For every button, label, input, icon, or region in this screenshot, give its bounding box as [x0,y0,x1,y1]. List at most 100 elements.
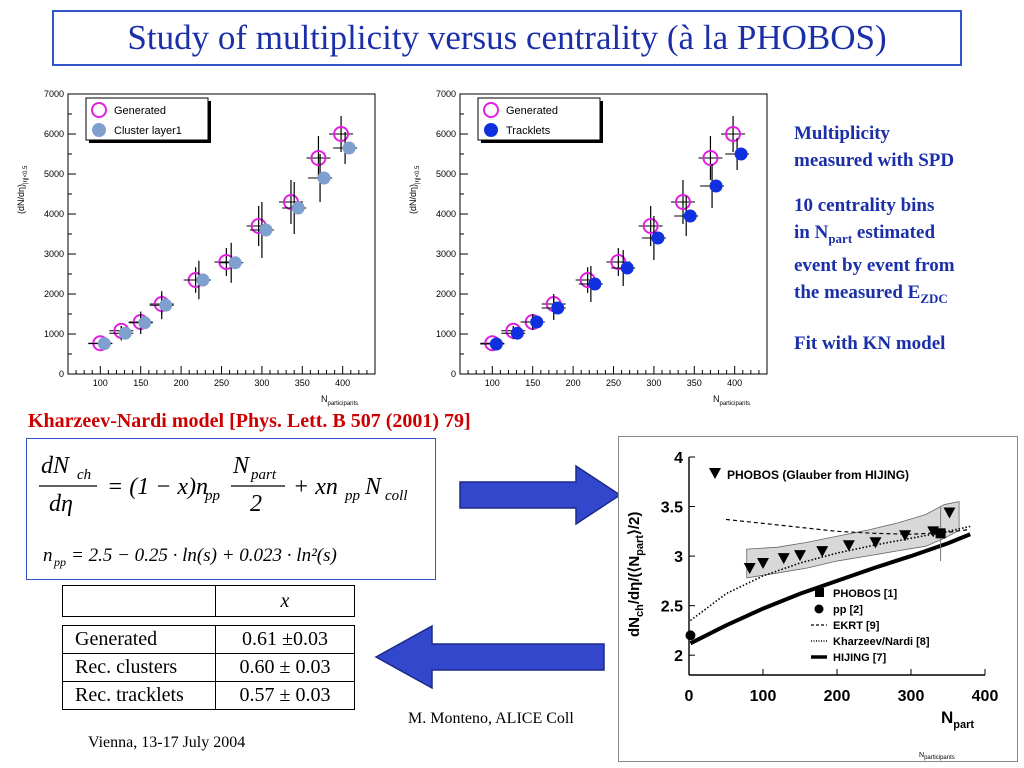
data-point-pp [685,630,696,641]
footer-date: Vienna, 13-17 July 2004 [88,734,246,751]
data-point-reconstructed [551,301,565,315]
y-axis-label: (dN/dη)|η|<0.5 [408,165,421,214]
table-header: x [62,585,355,617]
x-tick-label: 200 [174,378,189,388]
data-point-reconstructed [342,141,356,155]
footer-author: M. Monteno, ALICE Coll [408,710,574,727]
y-tick-label: 7000 [44,89,64,99]
data-point-generated [642,218,659,234]
y-axis-label-part: ch [634,604,646,617]
data-point-reconstructed [259,223,273,237]
y-tick-label: 3.5 [661,500,683,517]
data-point-reconstructed [159,298,173,312]
svg-text:ch: ch [77,467,91,483]
data-point-generated [725,126,742,142]
svg-text:2: 2 [250,491,262,517]
note-line: the measured E [794,281,921,303]
x-axis-caption-sub: participants [924,755,955,761]
row-value: 0.60 ± 0.03 [215,653,355,682]
data-point-reconstructed [317,171,331,185]
data-point-reconstructed [620,261,634,275]
y-axis-label-part: ⟩/2) [626,512,643,535]
legend-label: EKRT [9] [833,620,880,632]
note-line: Fit with KN model [794,332,946,354]
x-tick-label: 200 [824,688,851,705]
data-point-reconstructed [734,147,748,161]
curve-dashed [725,518,971,535]
legend-marker [815,588,824,597]
phobos-comparison-plot: 2 2.5 3 3.5 4 0 100 200 300 400 Npart Nparticipants… [626,450,998,761]
model-reference: Kharzeev-Nardi model [Phys. Lett. B 507 … [28,410,471,432]
note-line: Multiplicity [794,123,891,144]
x-tick-label: 100 [485,378,500,388]
legend-marker [814,604,824,614]
legend-label: HIJING [7] [833,652,887,664]
legend-label: pp [2] [833,604,863,616]
legend-marker [92,123,106,137]
systematic-band [746,501,960,579]
x-tick-label: 400 [335,378,350,388]
legend-marker [709,468,721,479]
y-tick-label: 0 [59,369,64,379]
side-notes: Multiplicity measured with SPD 10 centra… [794,120,1024,375]
legend-box [85,97,209,141]
y-axis-label-part: /dη/(⟨N [626,556,643,604]
legend-marker [484,123,498,137]
svg-text:part: part [250,467,277,483]
x-tick-label: 400 [727,378,742,388]
table-row: Rec. tracklets 0.57 ± 0.03 [62,681,355,710]
page-title: Study of multiplicity versus centrality … [127,18,887,57]
legend-label: PHOBOS (Glauber from HIJING) [727,468,909,482]
y-tick-label: 3000 [44,249,64,259]
data-point-phobos-glauber [816,546,829,558]
y-tick-label: 2.5 [661,599,683,616]
x-tick-label: 250 [214,378,229,388]
y-tick-label: 2 [674,648,683,665]
row-value: 0.57 ± 0.03 [215,681,355,710]
svg-text:= (1 − x)n: = (1 − x)n [107,474,208,500]
y-tick-label: 3 [674,549,683,566]
data-point-phobos [935,528,946,539]
note-subscript: part [828,230,853,246]
data-point-reconstructed [683,209,697,223]
data-point-phobos-glauber [743,562,756,574]
data-point-phobos-glauber [842,540,855,552]
y-tick-label: 5000 [44,169,64,179]
legend-label: Kharzeev/Nardi [8] [833,636,930,648]
y-tick-label: 4000 [436,209,456,219]
y-tick-label: 6000 [436,129,456,139]
data-point-reconstructed [709,179,723,193]
title-box: Study of multiplicity versus centrality … [52,10,962,66]
note-centrality: 10 centrality bins in Npart estimated ev… [794,192,1024,312]
x-tick-label: 350 [687,378,702,388]
y-tick-label: 0 [451,369,456,379]
data-point-phobos-glauber [794,550,806,562]
right-arrow-icon [459,464,622,526]
x-axis-label-sub: participants [720,401,751,407]
data-point-reconstructed [530,315,544,329]
legend-label: Generated [114,105,166,117]
note-line: event by event from [794,254,955,276]
x-axis-label: Npart [941,708,974,731]
y-tick-label: 7000 [436,89,456,99]
x-tick-label: 300 [898,688,925,705]
legend-label: Tracklets [506,125,551,137]
formula-graphic: dN ch dη = (1 − x)n pp N part 2 + xn pp … [39,453,408,569]
y-tick-label: 2000 [436,289,456,299]
y-axis-label-part: part [634,535,646,556]
data-point-reconstructed [138,316,152,330]
data-point-phobos-glauber [777,553,790,565]
note-line: measured with SPD [794,150,955,171]
x-tick-label: 150 [525,378,540,388]
legend-box [477,97,601,141]
data-point-reconstructed [228,256,242,270]
note-line: in N [794,222,829,243]
data-point-generated [310,150,327,166]
x-tick-label: 100 [93,378,108,388]
data-point-reconstructed [510,326,524,340]
legend-label: PHOBOS [1] [833,588,898,600]
data-point-reconstructed [489,337,503,351]
x-axis-caption: Nparticipants [919,752,955,761]
x-tick-label: 100 [750,688,777,705]
row-label: Generated [62,625,216,654]
